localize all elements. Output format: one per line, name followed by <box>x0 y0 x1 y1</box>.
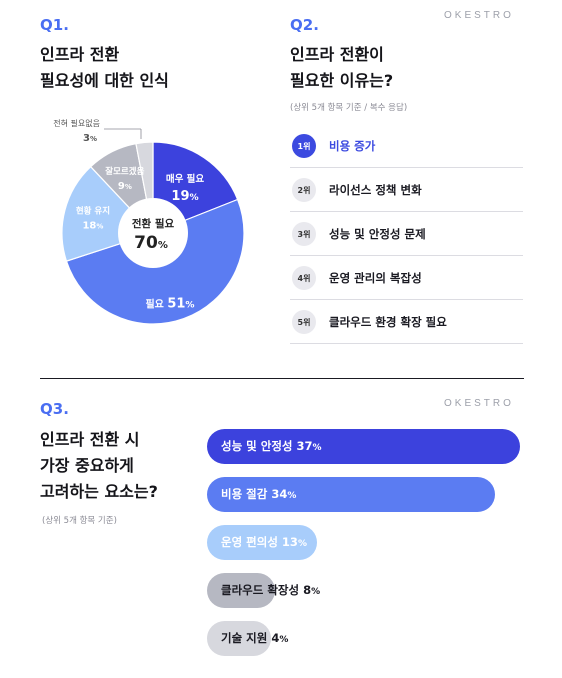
bar-category: 기술 지원 <box>221 631 272 645</box>
bar <box>207 477 495 512</box>
bar-category: 운영 편의성 <box>221 535 282 549</box>
bar-unit: % <box>287 491 297 501</box>
pie-label-value: 19% <box>171 189 198 204</box>
pie-label-value: 9% <box>118 181 132 192</box>
bar-value: 37 <box>296 439 313 453</box>
q1-pie-chart: 전환 필요 70% 매우 필요 19% 필요 51% 현황 유지 18% 잘모르겠음 9% 전… <box>53 118 245 325</box>
bar-label: 기술 지원 4% <box>221 621 288 656</box>
q2-note: (상위 5개 항목 기준 / 복수 응답) <box>290 103 408 113</box>
bar-label: 비용 절감 34% <box>221 477 296 512</box>
q2-title-line2: 필요한 이유는? <box>290 71 394 90</box>
section-divider <box>40 378 524 379</box>
pie-center-unit: % <box>158 240 168 251</box>
rank-badge-1: 1위 <box>292 134 316 158</box>
brand-logo-top: OKESTRO <box>444 10 514 21</box>
q3-title-line3: 고려하는 요소는? <box>40 482 158 501</box>
q3-number: Q3. <box>40 400 69 418</box>
rank-badge-2: 2위 <box>292 178 316 202</box>
q1-number: Q1. <box>40 16 69 34</box>
q3-title: 인프라 전환 시 가장 중요하게 고려하는 요소는? <box>40 427 158 505</box>
pie-slice-label: 전혀 필요없음 3% <box>53 118 100 144</box>
pie-slice-label: 잘모르겠음 9% <box>105 166 144 192</box>
q2-title: 인프라 전환이 필요한 이유는? <box>290 42 393 94</box>
pie-slice-label: 매우 필요 19% <box>166 173 205 204</box>
rank-row-1: 1위 비용 증가 <box>290 124 523 168</box>
bar-value: 13 <box>281 535 298 549</box>
q3-title-line1: 인프라 전환 시 <box>40 430 140 449</box>
pie-label-text: 필요 51% <box>145 296 194 311</box>
bar <box>207 621 271 656</box>
pie-center-number: 70 <box>134 233 158 253</box>
q2-title-line1: 인프라 전환이 <box>290 45 384 64</box>
bar <box>207 525 317 560</box>
pie-slice-label: 필요 51% <box>145 296 194 311</box>
rank-row-2: 2위 라이선스 정책 변화 <box>290 168 523 212</box>
pie-label-name: 현황 유지 <box>76 206 110 217</box>
pie-slice-label: 현황 유지 18% <box>76 206 110 232</box>
q3-title-line2: 가장 중요하게 <box>40 456 134 475</box>
bar-category: 성능 및 안정성 <box>221 439 297 453</box>
rank-badge-4: 4위 <box>292 266 316 290</box>
q1-title-line1: 인프라 전환 <box>40 45 120 64</box>
rank-badge-5: 5위 <box>292 310 316 334</box>
bar-category: 비용 절감 <box>221 487 272 501</box>
bar-value: 34 <box>271 487 288 501</box>
bar <box>207 573 275 608</box>
bar-unit: % <box>279 635 289 645</box>
pie-label-name: 매우 필요 <box>166 173 205 185</box>
bar <box>207 429 520 464</box>
rank-label-1: 비용 증가 <box>329 139 376 153</box>
pie-label-name: 전혀 필요없음 <box>53 118 100 128</box>
bar-label: 클라우드 확장성 8% <box>221 573 320 608</box>
bar-label: 운영 편의성 13% <box>221 525 307 560</box>
rank-label-3: 성능 및 안정성 문제 <box>329 227 426 241</box>
brand-logo-bottom: OKESTRO <box>444 398 514 409</box>
pie-label-value: 18% <box>82 221 103 232</box>
rank-label-2: 라이선스 정책 변화 <box>329 183 422 197</box>
bar-category: 클라우드 확장성 <box>221 583 304 597</box>
q3-note: (상위 5개 항목 기준) <box>42 516 117 526</box>
bar-label: 성능 및 안정성 37% <box>221 429 322 464</box>
q2-number: Q2. <box>290 16 319 34</box>
rank-label-4: 운영 관리의 복잡성 <box>329 271 422 285</box>
rank-row-4: 4위 운영 관리의 복잡성 <box>290 256 523 300</box>
pie-center-value: 70% <box>134 233 168 253</box>
pie-label-value: 3% <box>83 133 97 144</box>
bar-value: 8 <box>303 583 312 597</box>
bar-unit: % <box>312 443 322 453</box>
bar-unit: % <box>297 539 307 549</box>
pie-center-hole <box>118 198 188 268</box>
pie-label-name: 잘모르겠음 <box>105 166 144 177</box>
q1-title: 인프라 전환 필요성에 대한 인식 <box>40 42 169 94</box>
bar-unit: % <box>311 587 321 597</box>
bar-value: 4 <box>271 631 280 645</box>
rank-badge-3: 3위 <box>292 222 316 246</box>
rank-row-5: 5위 클라우드 환경 확장 필요 <box>290 300 523 344</box>
rank-row-3: 3위 성능 및 안정성 문제 <box>290 212 523 256</box>
rank-label-5: 클라우드 환경 확장 필요 <box>329 315 447 329</box>
pie-center-label: 전환 필요 <box>132 217 175 230</box>
q1-title-line2: 필요성에 대한 인식 <box>40 71 169 90</box>
